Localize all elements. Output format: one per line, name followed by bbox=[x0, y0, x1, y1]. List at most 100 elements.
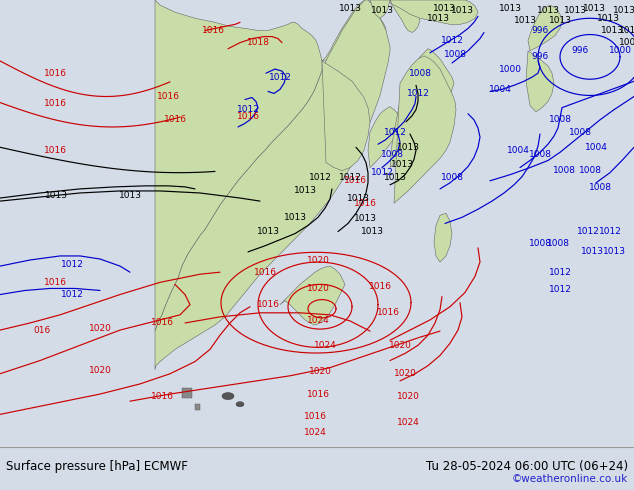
Text: 1013: 1013 bbox=[514, 16, 536, 25]
Text: 1013: 1013 bbox=[619, 26, 634, 35]
Text: 1016: 1016 bbox=[377, 308, 399, 318]
Text: 1012: 1012 bbox=[236, 105, 259, 114]
Polygon shape bbox=[280, 266, 345, 325]
Text: ©weatheronline.co.uk: ©weatheronline.co.uk bbox=[512, 474, 628, 484]
Text: 1008: 1008 bbox=[578, 166, 602, 175]
Text: 1004: 1004 bbox=[489, 85, 512, 94]
Ellipse shape bbox=[236, 402, 244, 407]
Text: 1016: 1016 bbox=[44, 278, 67, 287]
Polygon shape bbox=[370, 0, 390, 18]
Text: 1012: 1012 bbox=[548, 285, 571, 294]
Polygon shape bbox=[322, 0, 386, 61]
Text: 1016: 1016 bbox=[44, 69, 67, 77]
Polygon shape bbox=[368, 107, 400, 168]
Text: 1012: 1012 bbox=[406, 89, 429, 98]
Text: 1016: 1016 bbox=[236, 112, 259, 122]
Text: 1012: 1012 bbox=[339, 173, 361, 182]
Text: Tu 28-05-2024 06:00 UTC (06+24): Tu 28-05-2024 06:00 UTC (06+24) bbox=[426, 460, 628, 473]
Text: 1024: 1024 bbox=[314, 341, 337, 350]
Polygon shape bbox=[155, 0, 322, 331]
Text: 1016: 1016 bbox=[354, 198, 377, 208]
Text: 1020: 1020 bbox=[394, 369, 417, 378]
Text: 1020: 1020 bbox=[307, 284, 330, 293]
Text: 1016: 1016 bbox=[304, 412, 327, 421]
Text: 1020: 1020 bbox=[309, 367, 332, 376]
Text: 1018: 1018 bbox=[247, 38, 269, 47]
Text: 1012: 1012 bbox=[441, 36, 463, 45]
Text: 1008: 1008 bbox=[547, 239, 569, 248]
Text: 1024: 1024 bbox=[304, 428, 327, 437]
Text: 1013: 1013 bbox=[391, 160, 413, 169]
Text: 1016: 1016 bbox=[257, 300, 280, 309]
Polygon shape bbox=[195, 404, 200, 410]
Text: 1013: 1013 bbox=[427, 14, 450, 23]
Text: 1020: 1020 bbox=[389, 341, 411, 350]
Text: 1020: 1020 bbox=[307, 255, 330, 265]
Text: 1020: 1020 bbox=[89, 323, 112, 333]
Text: 1013: 1013 bbox=[370, 6, 394, 15]
Ellipse shape bbox=[222, 392, 234, 400]
Text: 1013: 1013 bbox=[339, 3, 361, 13]
Text: 1012: 1012 bbox=[384, 127, 406, 137]
Text: 1013: 1013 bbox=[583, 3, 605, 13]
Text: 1008: 1008 bbox=[548, 115, 571, 124]
Text: 1008: 1008 bbox=[569, 127, 592, 137]
Text: 1008: 1008 bbox=[529, 239, 552, 248]
Text: 1016: 1016 bbox=[344, 176, 366, 185]
Polygon shape bbox=[390, 49, 454, 168]
Text: 1004: 1004 bbox=[507, 146, 529, 155]
Text: 1020: 1020 bbox=[396, 392, 420, 401]
Text: 1008: 1008 bbox=[588, 183, 612, 193]
Text: 1013: 1013 bbox=[347, 194, 370, 202]
Text: 1013: 1013 bbox=[384, 173, 406, 182]
Text: 1012: 1012 bbox=[61, 290, 84, 299]
Text: 1013: 1013 bbox=[432, 3, 455, 13]
Text: 1013: 1013 bbox=[451, 6, 474, 15]
Text: 1016: 1016 bbox=[164, 115, 186, 124]
Text: 1008: 1008 bbox=[380, 150, 403, 159]
Text: 1016: 1016 bbox=[150, 318, 174, 327]
Text: 1016: 1016 bbox=[306, 390, 330, 398]
Text: 1016: 1016 bbox=[254, 268, 276, 277]
Text: 1013: 1013 bbox=[283, 213, 306, 222]
Polygon shape bbox=[528, 5, 562, 51]
Text: 1016: 1016 bbox=[44, 146, 67, 155]
Text: 1016: 1016 bbox=[150, 392, 174, 401]
Text: 1008: 1008 bbox=[441, 173, 463, 182]
Text: 1013: 1013 bbox=[257, 227, 280, 236]
Text: 1013: 1013 bbox=[612, 6, 634, 15]
Text: 1013: 1013 bbox=[597, 14, 619, 23]
Text: 996: 996 bbox=[531, 52, 548, 61]
Text: 1004: 1004 bbox=[619, 38, 634, 47]
Text: 1024: 1024 bbox=[307, 317, 330, 325]
Text: 1013: 1013 bbox=[354, 214, 377, 223]
Text: 1008: 1008 bbox=[552, 166, 576, 175]
Polygon shape bbox=[434, 213, 452, 262]
Text: 1000: 1000 bbox=[498, 65, 522, 74]
Text: 1000: 1000 bbox=[609, 46, 631, 55]
Text: 996: 996 bbox=[571, 46, 588, 55]
Text: 1012: 1012 bbox=[548, 268, 571, 277]
Text: 1012: 1012 bbox=[576, 227, 599, 236]
Text: 1012: 1012 bbox=[370, 168, 394, 177]
Text: 1013: 1013 bbox=[396, 143, 420, 152]
Polygon shape bbox=[155, 0, 390, 369]
Text: 1016: 1016 bbox=[202, 26, 224, 35]
Text: 1013: 1013 bbox=[498, 3, 522, 13]
Text: 1013: 1013 bbox=[361, 227, 384, 236]
Polygon shape bbox=[526, 51, 554, 112]
Text: 1012: 1012 bbox=[269, 73, 292, 82]
Text: 1008: 1008 bbox=[408, 69, 432, 77]
Text: 1008: 1008 bbox=[529, 150, 552, 159]
Text: 1008: 1008 bbox=[444, 50, 467, 59]
Text: 1013: 1013 bbox=[536, 6, 559, 15]
Text: 1013: 1013 bbox=[548, 16, 571, 25]
Polygon shape bbox=[388, 0, 420, 32]
Text: 1016: 1016 bbox=[157, 92, 179, 101]
Text: 016: 016 bbox=[34, 325, 51, 335]
Polygon shape bbox=[394, 56, 456, 203]
Text: 1016: 1016 bbox=[44, 99, 67, 108]
Text: 1013: 1013 bbox=[600, 26, 623, 35]
Text: 996: 996 bbox=[531, 26, 548, 35]
Text: 1016: 1016 bbox=[368, 282, 392, 291]
